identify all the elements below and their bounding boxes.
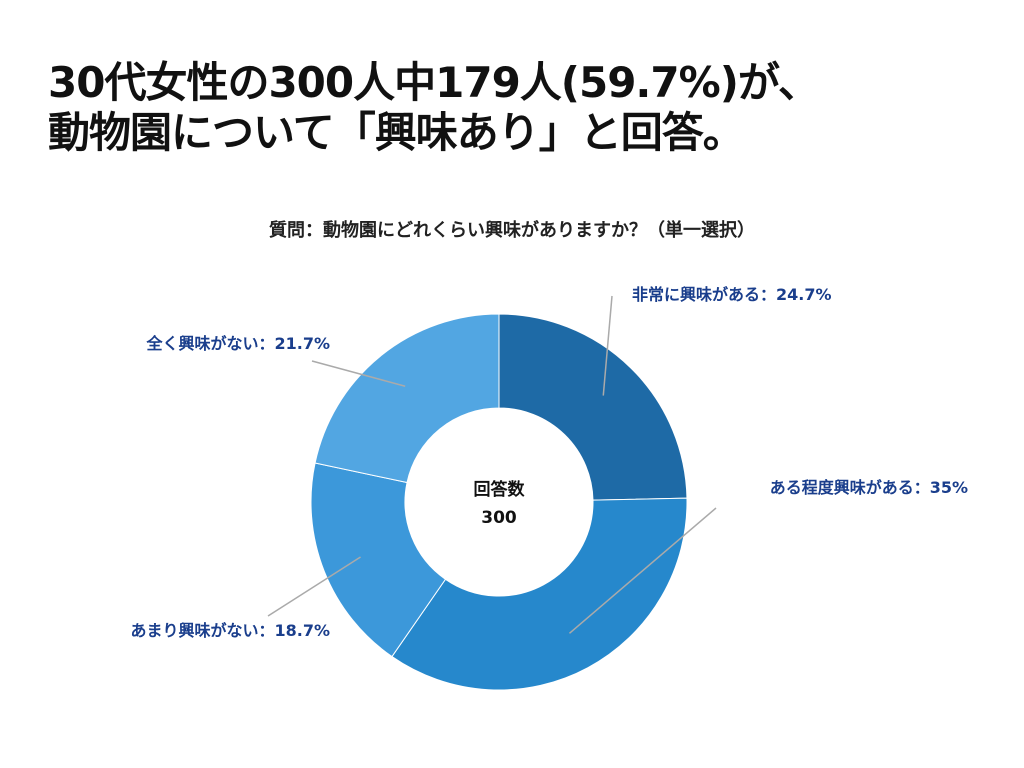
slice-label-1: 非常に興味がある：24.7% bbox=[632, 285, 832, 304]
headline-line-2: 動物園について「興味あり」と回答。 bbox=[48, 108, 745, 157]
slice-label-3: あまり興味がない：18.7% bbox=[130, 621, 330, 640]
slice-label-4: 全く興味がない：21.7% bbox=[145, 334, 330, 353]
center-label: 回答数 bbox=[474, 479, 526, 500]
slice-labels: 非常に興味がある：24.7% ある程度興味がある：35% あまり興味がない：18.7… bbox=[130, 285, 968, 640]
leader-line-4 bbox=[311, 360, 406, 387]
center-value: 300 bbox=[481, 508, 517, 528]
slice-2 bbox=[391, 497, 688, 691]
leader-line-2 bbox=[568, 507, 717, 634]
slice-3 bbox=[310, 462, 447, 658]
headline-line-1: 30代女性の300人中179人(59.7%)が、 bbox=[48, 58, 820, 107]
leader-line-3 bbox=[267, 556, 361, 617]
slice-4 bbox=[314, 313, 500, 484]
leader-line-1 bbox=[602, 295, 613, 396]
chart-question: 質問：動物園にどれくらい興味がありますか？（単一選択） bbox=[269, 220, 755, 241]
chart-slices bbox=[310, 313, 688, 691]
headline: 30代女性の300人中179人(59.7%)が、 動物園について「興味あり」と回… bbox=[48, 58, 988, 158]
slice-label-2: ある程度興味がある：35% bbox=[770, 478, 968, 497]
leader-lines bbox=[267, 295, 717, 634]
slice-1 bbox=[498, 313, 688, 501]
